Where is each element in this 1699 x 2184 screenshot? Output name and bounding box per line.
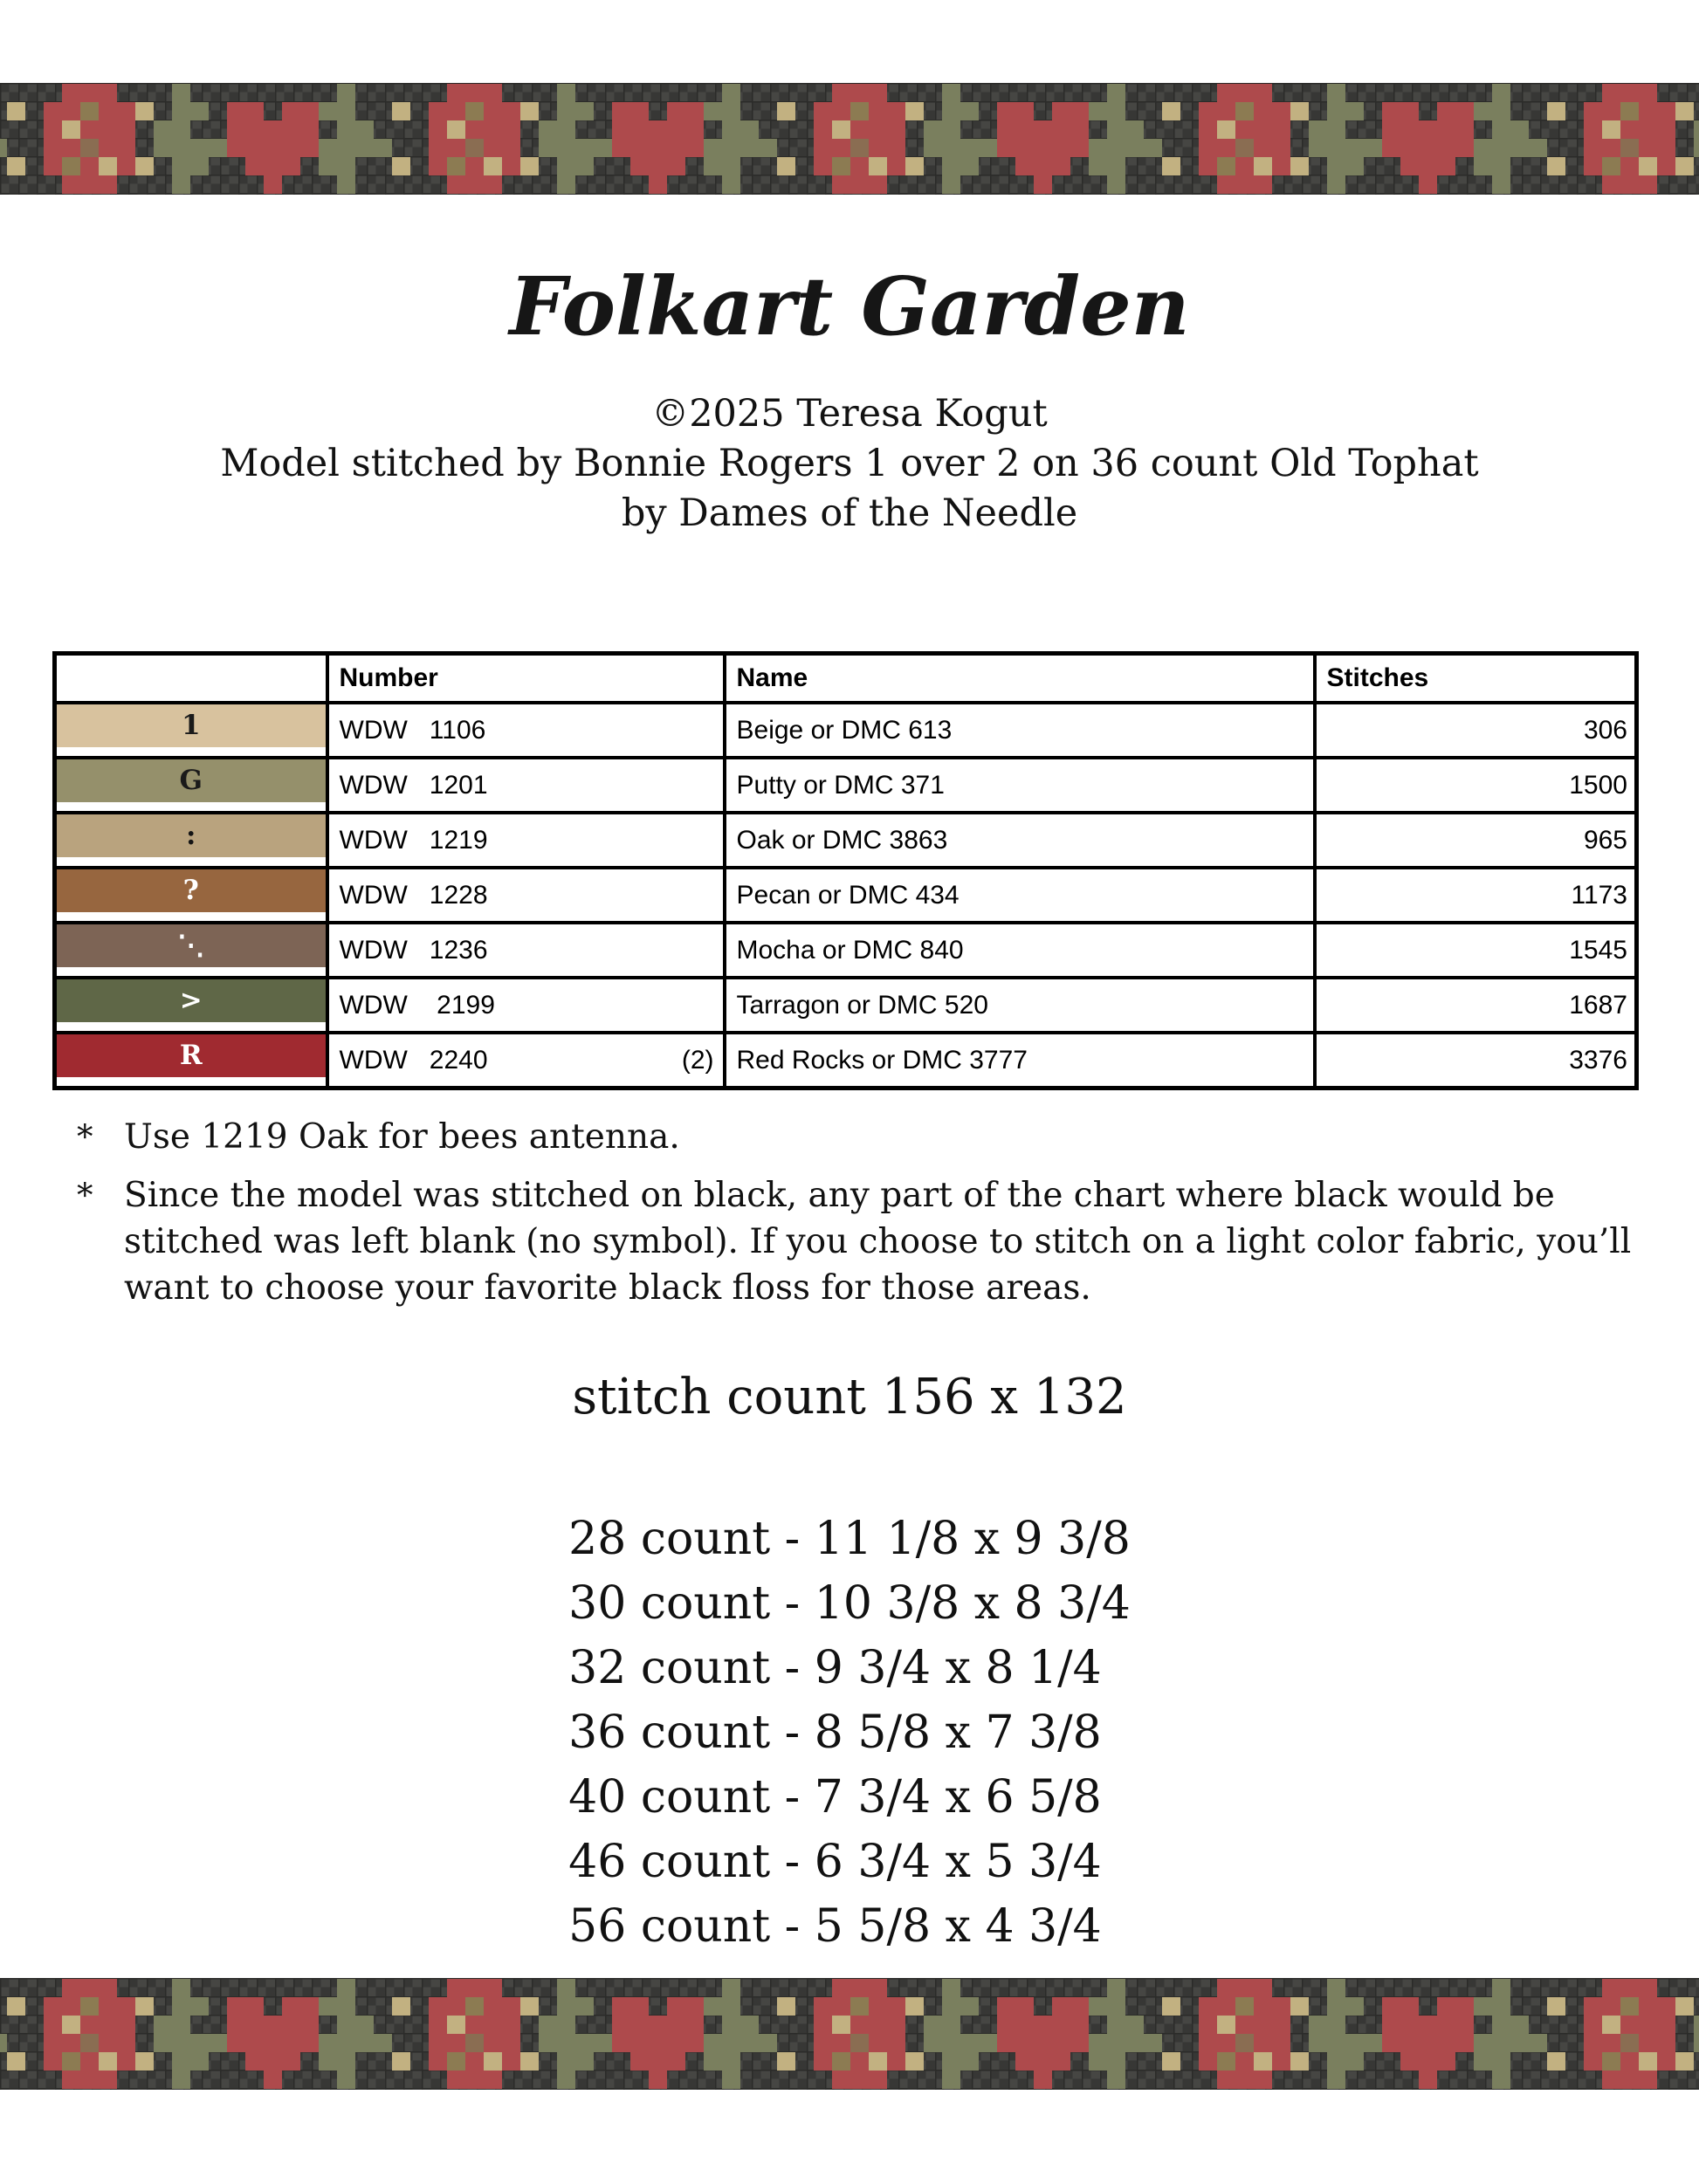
floss-symbol: > — [179, 985, 203, 1016]
floss-number: WDW 1201 — [339, 770, 488, 800]
floss-number: WDW 1106 — [339, 715, 486, 745]
pattern-title: Folkart Garden — [509, 259, 1190, 354]
floss-color-swatch: 1 — [58, 706, 324, 747]
floss-stitches-cell: 3376 — [1312, 1031, 1639, 1090]
floss-number: WDW 1228 — [339, 880, 488, 910]
floss-color-swatch: ⋱ — [58, 926, 324, 967]
floss-symbol: R — [179, 1040, 203, 1071]
count-line: 46 count - 6 3/4 x 5 3/4 — [568, 1836, 1102, 1888]
floss-name-cell: Mocha or DMC 840 — [722, 921, 1317, 979]
floss-symbol: : — [186, 820, 196, 851]
floss-row: R WDW 2240 (2) Red Rocks or DMC 3777 3376 — [52, 1031, 1639, 1090]
note-item: * Since the model was stitched on black, … — [77, 1172, 1648, 1311]
floss-table-body: 1 WDW 1106 Beige or DMC 613 306 G WDW 1201 Put… — [52, 701, 1639, 1090]
symbol-column-header — [52, 651, 329, 704]
floss-number: WDW 2240 — [339, 1045, 488, 1075]
symbol-swatch-cell: ? — [52, 866, 329, 924]
symbol-swatch-cell: G — [52, 756, 329, 814]
floss-name-cell: Beige or DMC 613 — [722, 701, 1317, 759]
note-asterisk: * — [77, 1118, 93, 1156]
note-item: * Use 1219 Oak for bees antenna. — [77, 1114, 1648, 1160]
floss-stitches-cell: 1173 — [1312, 866, 1639, 924]
floss-number-cell: WDW 1219 — [325, 811, 726, 869]
floss-row: 1 WDW 1106 Beige or DMC 613 306 — [52, 701, 1639, 759]
floss-number-cell: WDW 1236 — [325, 921, 726, 979]
symbol-swatch-cell: 1 — [52, 701, 329, 759]
count-line: 28 count - 11 1/8 x 9 3/8 — [568, 1513, 1131, 1565]
floss-number-cell: WDW 1201 — [325, 756, 726, 814]
symbol-swatch-cell: > — [52, 976, 329, 1034]
floss-stitches-cell: 306 — [1312, 701, 1639, 759]
floss-name-cell: Oak or DMC 3863 — [722, 811, 1317, 869]
note-asterisk: * — [77, 1177, 93, 1214]
symbol-swatch-cell: ⋱ — [52, 921, 329, 979]
note-text: Since the model was stitched on black, a… — [124, 1176, 1632, 1308]
floss-row: G WDW 1201 Putty or DMC 371 1500 — [52, 756, 1639, 814]
header-lines: ©2025 Teresa Kogut Model stitched by Bon… — [0, 389, 1699, 539]
model-stitched-line: Model stitched by Bonnie Rogers 1 over 2… — [220, 442, 1479, 485]
floss-color-swatch: R — [58, 1035, 324, 1077]
count-line: 40 count - 7 3/4 x 6 5/8 — [568, 1771, 1102, 1823]
notes-list: * Use 1219 Oak for bees antenna. * Since th… — [77, 1114, 1648, 1311]
count-line: 56 count - 5 5/8 x 4 3/4 — [568, 1900, 1102, 1953]
cross-stitch-border-top — [0, 83, 1699, 195]
stitch-count-heading: stitch count 156 x 132 — [572, 1369, 1127, 1425]
floss-stitches-cell: 1687 — [1312, 976, 1639, 1034]
floss-symbol: ⋱ — [177, 930, 205, 961]
floss-name-cell: Pecan or DMC 434 — [722, 866, 1317, 924]
floss-row: ⋱ WDW 1236 Mocha or DMC 840 1545 — [52, 921, 1639, 979]
floss-number-cell: WDW 2240 (2) — [325, 1031, 726, 1090]
floss-stitches-cell: 1500 — [1312, 756, 1639, 814]
floss-number: WDW 2199 — [339, 990, 495, 1020]
floss-symbol: G — [179, 765, 203, 796]
number-column-header: Number — [325, 651, 726, 704]
floss-number-cell: WDW 1106 — [325, 701, 726, 759]
floss-row: : WDW 1219 Oak or DMC 3863 965 — [52, 811, 1639, 869]
name-column-header: Name — [722, 651, 1317, 704]
floss-row: ? WDW 1228 Pecan or DMC 434 1173 — [52, 866, 1639, 924]
floss-number: WDW 1219 — [339, 825, 488, 855]
floss-row: > WDW 2199 Tarragon or DMC 520 1687 — [52, 976, 1639, 1034]
count-line: 30 count - 10 3/8 x 8 3/4 — [568, 1577, 1131, 1630]
copyright-line: ©2025 Teresa Kogut — [651, 392, 1048, 436]
floss-color-swatch: > — [58, 981, 324, 1022]
stitches-column-header: Stitches — [1312, 651, 1639, 704]
note-text: Use 1219 Oak for bees antenna. — [124, 1117, 680, 1157]
floss-name-cell: Tarragon or DMC 520 — [722, 976, 1317, 1034]
floss-number-cell: WDW 2199 — [325, 976, 726, 1034]
byline: by Dames of the Needle — [621, 491, 1078, 535]
count-line: 36 count - 8 5/8 x 7 3/8 — [568, 1707, 1102, 1759]
floss-symbol: 1 — [181, 710, 201, 741]
floss-number: WDW 1236 — [339, 935, 488, 965]
symbol-swatch-cell: : — [52, 811, 329, 869]
floss-header-row: Number Name Stitches — [52, 651, 1639, 704]
floss-name-cell: Red Rocks or DMC 3777 — [722, 1031, 1317, 1090]
floss-symbol: ? — [182, 875, 199, 906]
count-line: 32 count - 9 3/4 x 8 1/4 — [568, 1642, 1102, 1694]
floss-color-swatch: ? — [58, 871, 324, 912]
floss-stitches-cell: 965 — [1312, 811, 1639, 869]
floss-number-note: (2) — [681, 1045, 714, 1075]
floss-stitches-cell: 1545 — [1312, 921, 1639, 979]
symbol-swatch-cell: R — [52, 1031, 329, 1090]
floss-legend-table: Number Name Stitches 1 WDW 1106 Beige or D… — [52, 651, 1639, 1090]
cross-stitch-border-bottom — [0, 1978, 1699, 2090]
floss-number-cell: WDW 1228 — [325, 866, 726, 924]
floss-name-cell: Putty or DMC 371 — [722, 756, 1317, 814]
floss-color-swatch: : — [58, 816, 324, 857]
counts-list: 28 count - 11 1/8 x 9 3/8 30 count - 10 3… — [568, 1507, 1131, 1959]
floss-color-swatch: G — [58, 761, 324, 802]
